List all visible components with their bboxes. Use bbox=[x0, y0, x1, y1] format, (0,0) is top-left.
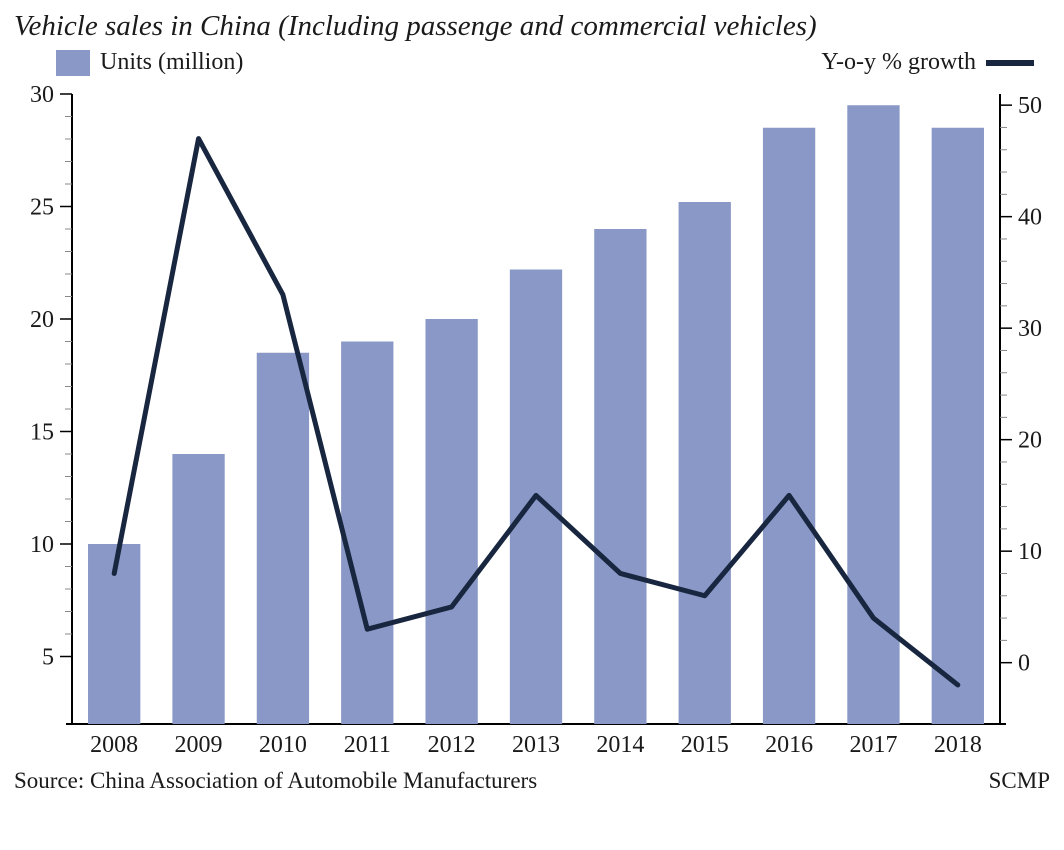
right-axis-tick-label: 10 bbox=[1018, 539, 1042, 565]
left-axis-tick-label: 15 bbox=[30, 420, 54, 446]
bar bbox=[763, 128, 815, 724]
bar-swatch-icon bbox=[56, 50, 90, 76]
right-axis-tick-label: 0 bbox=[1018, 651, 1030, 677]
bar bbox=[341, 342, 393, 725]
legend-right: Y-o-y % growth bbox=[821, 49, 1034, 76]
right-axis-tick-label: 50 bbox=[1018, 93, 1042, 119]
bar bbox=[594, 229, 646, 724]
x-axis-tick-label: 2016 bbox=[765, 732, 813, 758]
x-axis-tick-label: 2017 bbox=[849, 732, 897, 758]
legend: Units (million) Y-o-y % growth bbox=[14, 49, 1050, 76]
legend-right-label: Y-o-y % growth bbox=[821, 49, 976, 76]
left-axis-tick-label: 5 bbox=[42, 645, 54, 671]
footer: Source: China Association of Automobile … bbox=[14, 768, 1050, 794]
x-axis-tick-label: 2013 bbox=[512, 732, 560, 758]
legend-left: Units (million) bbox=[56, 49, 243, 76]
x-axis-tick-label: 2011 bbox=[344, 732, 391, 758]
x-axis-tick-label: 2012 bbox=[428, 732, 476, 758]
bar bbox=[172, 454, 224, 724]
chart-container: Vehicle sales in China (Including passen… bbox=[0, 0, 1064, 850]
x-axis-tick-label: 2008 bbox=[90, 732, 138, 758]
left-axis-tick-label: 20 bbox=[30, 307, 54, 333]
right-axis-tick-label: 40 bbox=[1018, 205, 1042, 231]
left-axis-tick-label: 25 bbox=[30, 195, 54, 221]
left-axis-tick-label: 30 bbox=[30, 84, 54, 108]
legend-left-label: Units (million) bbox=[100, 49, 243, 76]
left-axis-tick-label: 10 bbox=[30, 532, 54, 558]
plot-area: 5 10 15 20 25 30 0 10 20 30 40 50 2008 2009 2010 2011 20… bbox=[14, 84, 1050, 764]
right-axis-tick-label: 20 bbox=[1018, 428, 1042, 454]
attribution-label: SCMP bbox=[989, 768, 1050, 794]
bar bbox=[257, 353, 309, 724]
chart-title: Vehicle sales in China (Including passen… bbox=[14, 10, 1050, 43]
x-axis-tick-label: 2010 bbox=[259, 732, 307, 758]
bar bbox=[425, 319, 477, 724]
bar bbox=[932, 128, 984, 724]
line-swatch-icon bbox=[986, 60, 1034, 66]
chart-svg: 5 10 15 20 25 30 0 10 20 30 40 50 2008 2009 2010 2011 20… bbox=[14, 84, 1050, 764]
right-axis-tick-label: 30 bbox=[1018, 316, 1042, 342]
bar bbox=[679, 202, 731, 724]
x-axis-tick-label: 2014 bbox=[596, 732, 644, 758]
x-axis-tick-label: 2015 bbox=[681, 732, 729, 758]
x-axis-tick-label: 2009 bbox=[175, 732, 223, 758]
x-axis-tick-label: 2018 bbox=[934, 732, 982, 758]
source-label: Source: China Association of Automobile … bbox=[14, 768, 537, 794]
